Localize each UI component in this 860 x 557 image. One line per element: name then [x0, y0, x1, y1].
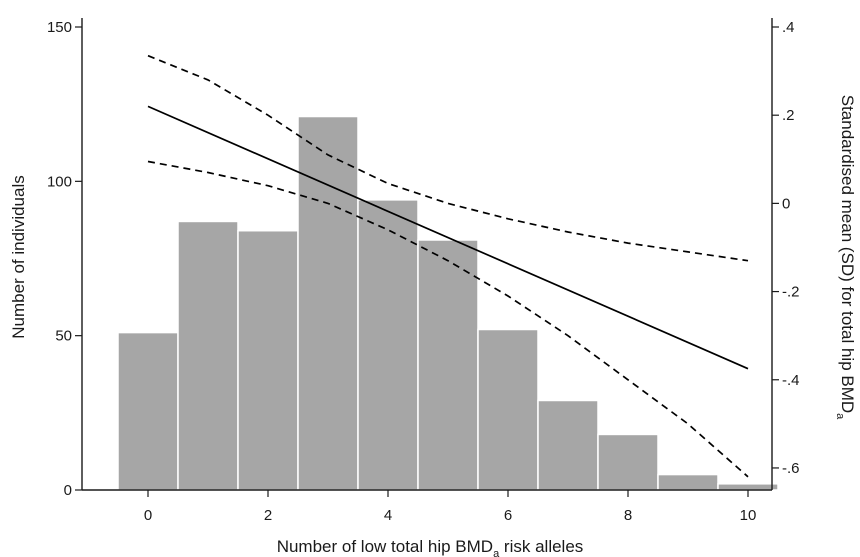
y-right-axis-label: Standardised mean (SD) for total hip BMD… — [834, 95, 857, 420]
y-left-axis-label: Number of individuals — [9, 175, 28, 338]
histogram-bar — [358, 200, 418, 490]
histogram-bar — [238, 231, 298, 490]
x-tick-label: 0 — [144, 507, 152, 524]
histogram-bar — [538, 400, 598, 490]
histogram-bar — [658, 475, 718, 490]
y-left-tick-label: 50 — [55, 328, 72, 345]
x-tick-label: 4 — [384, 507, 392, 524]
x-ticks: 0 2 4 6 8 10 — [144, 490, 757, 524]
histogram-bar — [418, 240, 478, 490]
y-left-ticks: 0 50 100 150 — [47, 19, 82, 499]
histogram-bar — [118, 333, 178, 490]
y-right-tick-label: .2 — [782, 107, 795, 124]
x-tick-label: 10 — [740, 507, 757, 524]
y-right-tick-label: -.2 — [782, 284, 800, 301]
y-right-tick-label: 0 — [782, 195, 790, 212]
y-right-tick-label: -.4 — [782, 372, 800, 389]
histogram-bar — [178, 221, 238, 490]
histogram-bar — [598, 434, 658, 490]
y-right-tick-label: -.6 — [782, 460, 800, 477]
y-left-tick-label: 0 — [64, 482, 72, 499]
x-tick-label: 8 — [624, 507, 632, 524]
histogram-bar — [298, 117, 358, 490]
histogram-bar — [718, 484, 778, 490]
y-right-ticks: .4 .2 0 -.2 -.4 -.6 — [772, 19, 800, 477]
y-left-tick-label: 150 — [47, 19, 72, 36]
x-axis-label: Number of low total hip BMDa risk allele… — [277, 537, 584, 557]
y-right-tick-label: .4 — [782, 19, 795, 36]
histogram-bar — [478, 329, 538, 490]
bars-group — [118, 117, 778, 490]
x-tick-label: 2 — [264, 507, 272, 524]
y-left-tick-label: 100 — [47, 173, 72, 190]
x-tick-label: 6 — [504, 507, 512, 524]
